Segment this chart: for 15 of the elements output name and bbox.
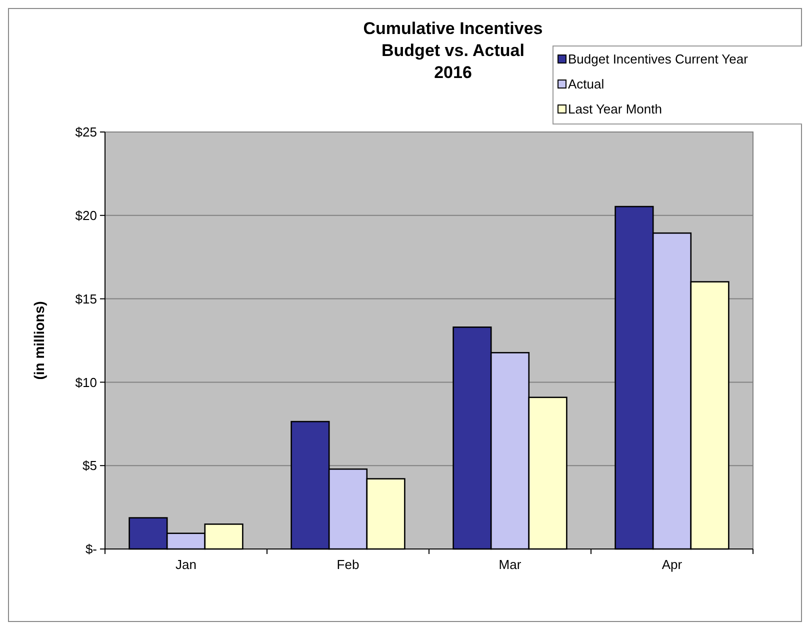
y-tick-label: $20 [75,208,97,223]
y-tick-label: $25 [75,124,97,140]
legend-label: Actual [568,76,604,92]
x-tick-label: Mar [498,557,522,572]
x-tick-label: Apr [662,557,683,572]
y-axis-title: (in millions) [31,301,47,380]
chart-title: Cumulative Incentives Budget vs. Actual 2016 [363,19,543,82]
legend-label: Last Year Month [568,102,662,117]
y-tick-label: $- [85,542,97,557]
y-tick-label: $10 [75,374,97,390]
x-tick-label: Feb [336,557,360,572]
y-tick-label: $5 [82,458,97,474]
legend-label: Budget Incentives Current Year [568,52,749,67]
x-tick-label: Jan [176,557,196,572]
y-tick-label: $15 [75,291,97,306]
